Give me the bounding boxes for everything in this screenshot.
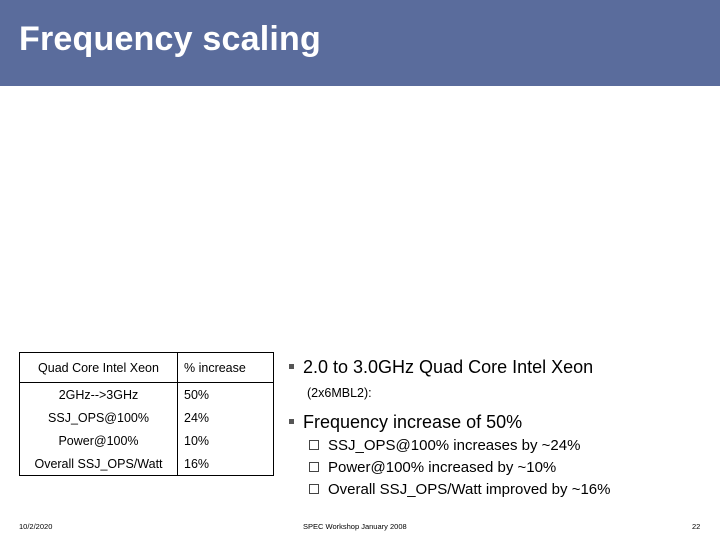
table-cell: 24% [184,410,210,425]
sub-bullet-item: Overall SSJ_OPS/Watt improved by ~16% [309,479,610,501]
table-row: Overall SSJ_OPS/Watt 16% [19,452,274,476]
hollow-square-bullet-icon [309,440,319,451]
table-cell: Overall SSJ_OPS/Watt [19,452,178,476]
sub-bullet-item: SSJ_OPS@100% increases by ~24% [309,435,610,457]
bullet-item: Frequency increase of 50% [289,412,522,433]
frequency-table: Quad Core Intel Xeon % increase 2GHz-->3… [19,352,274,476]
bullet-text: 2.0 to 3.0GHz Quad Core Intel Xeon [303,357,594,377]
footer-date: 10/2/2020 [19,522,53,531]
hollow-square-bullet-icon [309,484,319,495]
hollow-square-bullet-icon [309,462,319,473]
table-header-row: Quad Core Intel Xeon % increase [19,352,274,383]
footer-center: SPEC Workshop January 2008 [303,522,407,531]
square-bullet-icon [289,418,294,424]
bullet-item: 2.0 to 3.0GHz Quad Core Intel Xeon [289,357,593,378]
title-bar: Frequency scaling [0,0,720,86]
square-bullet-icon [289,363,294,369]
table-cell: SSJ_OPS@100% [19,406,178,429]
table-cell: 50% [184,387,210,402]
table-row: 2GHz-->3GHz 50% [19,382,274,406]
table-cell: 10% [184,433,210,448]
slide-title: Frequency scaling [19,20,321,58]
table-cell: 16% [177,452,274,476]
sub-bullet-text: Power@100% increased by ~10% [328,459,557,476]
table-cell: Power@100% [19,429,178,452]
table-row: Power@100% 10% [19,429,274,452]
sub-bullet-item: Power@100% increased by ~10% [309,457,610,479]
table-cell: 2GHz-->3GHz [19,382,178,406]
sub-bullet-list: SSJ_OPS@100% increases by ~24% Power@100… [309,435,610,501]
footer-page-number: 22 [692,522,701,531]
bullet-text: Frequency increase of 50% [303,412,523,432]
table-header-cell: % increase [177,352,274,383]
table-header-cell: Quad Core Intel Xeon [19,352,178,383]
sub-bullet-text: Overall SSJ_OPS/Watt improved by ~16% [328,481,611,498]
bullet-subtext: (2x6MBL2): [307,386,372,400]
sub-bullet-text: SSJ_OPS@100% increases by ~24% [328,437,581,454]
table-row: SSJ_OPS@100% 24% [19,406,274,429]
